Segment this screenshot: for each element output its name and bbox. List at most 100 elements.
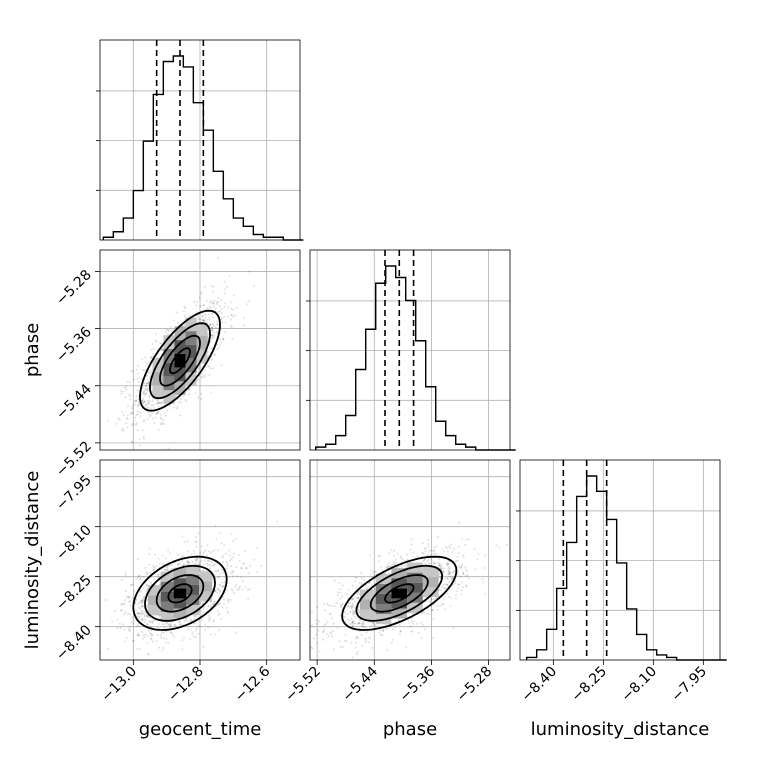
- sample-point: [211, 326, 214, 329]
- sample-point: [196, 300, 199, 303]
- sample-point: [399, 630, 402, 633]
- sample-point: [447, 569, 450, 572]
- sample-point: [428, 562, 431, 565]
- scatter-panel-geocent_time-vs-luminosity_distance: −13.0 −12.8 −12.6 −8.40 −8.25 −8.10 −7.95: [53, 459, 301, 705]
- sample-point: [147, 411, 150, 414]
- sample-point: [356, 653, 359, 656]
- sample-point: [124, 599, 127, 602]
- sample-point: [169, 625, 172, 628]
- sample-point: [155, 333, 158, 336]
- panel-frame: [519, 459, 721, 661]
- sample-point: [232, 591, 235, 594]
- sample-point: [322, 638, 325, 641]
- sample-point: [203, 563, 206, 566]
- sample-point: [311, 647, 314, 650]
- sample-point: [360, 622, 363, 625]
- sample-point: [423, 559, 426, 562]
- sample-point: [370, 624, 373, 627]
- sample-point: [452, 583, 455, 586]
- sample-point: [140, 618, 143, 621]
- sample-point: [178, 562, 181, 565]
- sample-point: [151, 619, 154, 622]
- sample-point: [229, 554, 232, 557]
- sample-point: [339, 597, 342, 600]
- sample-point: [252, 284, 255, 287]
- sample-point: [437, 564, 440, 567]
- sample-point: [212, 565, 215, 568]
- sample-point: [231, 570, 234, 573]
- sample-point: [114, 609, 116, 612]
- sample-point: [467, 538, 470, 541]
- sample-point: [349, 610, 352, 613]
- sample-point: [170, 631, 173, 634]
- sample-point: [107, 419, 110, 422]
- sample-point: [156, 402, 159, 405]
- sample-point: [248, 270, 251, 273]
- sample-point: [138, 606, 140, 609]
- sample-point: [317, 663, 319, 665]
- sample-point: [351, 597, 354, 600]
- sample-point: [465, 585, 468, 588]
- sample-point: [235, 583, 238, 586]
- sample-point: [253, 558, 256, 561]
- sample-point: [209, 347, 212, 350]
- sample-point: [145, 382, 148, 385]
- density-cell: [185, 372, 197, 387]
- sample-point: [221, 585, 224, 588]
- sample-point: [207, 332, 210, 335]
- sample-point: [174, 395, 177, 398]
- sample-point: [216, 348, 219, 351]
- sample-point: [445, 584, 448, 586]
- sample-point: [341, 603, 344, 606]
- density-cell: [160, 571, 174, 582]
- sample-point: [116, 618, 119, 621]
- sample-point: [199, 601, 202, 604]
- sample-point: [170, 624, 172, 627]
- sample-point: [150, 356, 152, 359]
- sample-point: [137, 381, 140, 383]
- sample-point: [195, 560, 198, 563]
- sample-point: [151, 621, 154, 624]
- sample-point: [138, 574, 141, 577]
- sample-point: [443, 550, 446, 553]
- sample-point: [244, 550, 247, 553]
- sample-point: [206, 318, 209, 321]
- sample-point: [446, 592, 449, 595]
- sample-point: [208, 316, 211, 319]
- sample-point: [421, 542, 424, 545]
- contour-line: [155, 574, 205, 613]
- sample-point: [199, 552, 202, 555]
- sample-point: [145, 614, 148, 617]
- sample-point: [238, 586, 241, 589]
- sample-point: [161, 563, 164, 566]
- sample-point: [139, 607, 141, 610]
- sample-point: [339, 603, 342, 606]
- sample-point: [351, 606, 354, 608]
- density-cell: [186, 605, 200, 616]
- sample-point: [346, 593, 348, 595]
- sample-point: [440, 566, 443, 569]
- sample-point: [153, 619, 156, 622]
- sample-point: [131, 405, 134, 407]
- sample-point: [438, 572, 441, 575]
- sample-point: [159, 413, 162, 416]
- sample-point: [221, 585, 224, 588]
- sample-point: [346, 605, 349, 608]
- density-cell: [196, 322, 208, 336]
- sample-point: [349, 601, 352, 604]
- sample-point: [141, 400, 144, 403]
- sample-point: [196, 378, 199, 381]
- sample-point: [167, 569, 170, 572]
- sample-point: [217, 588, 220, 590]
- sample-point: [213, 299, 216, 302]
- sample-point: [160, 417, 163, 420]
- sample-point: [352, 611, 355, 614]
- sample-point: [199, 625, 202, 628]
- sample-point: [204, 369, 207, 372]
- sample-point: [230, 565, 232, 568]
- sample-point: [456, 555, 459, 558]
- contour-line: [169, 347, 191, 375]
- sample-point: [172, 319, 175, 322]
- sample-point: [209, 567, 212, 570]
- sample-point: [388, 562, 391, 564]
